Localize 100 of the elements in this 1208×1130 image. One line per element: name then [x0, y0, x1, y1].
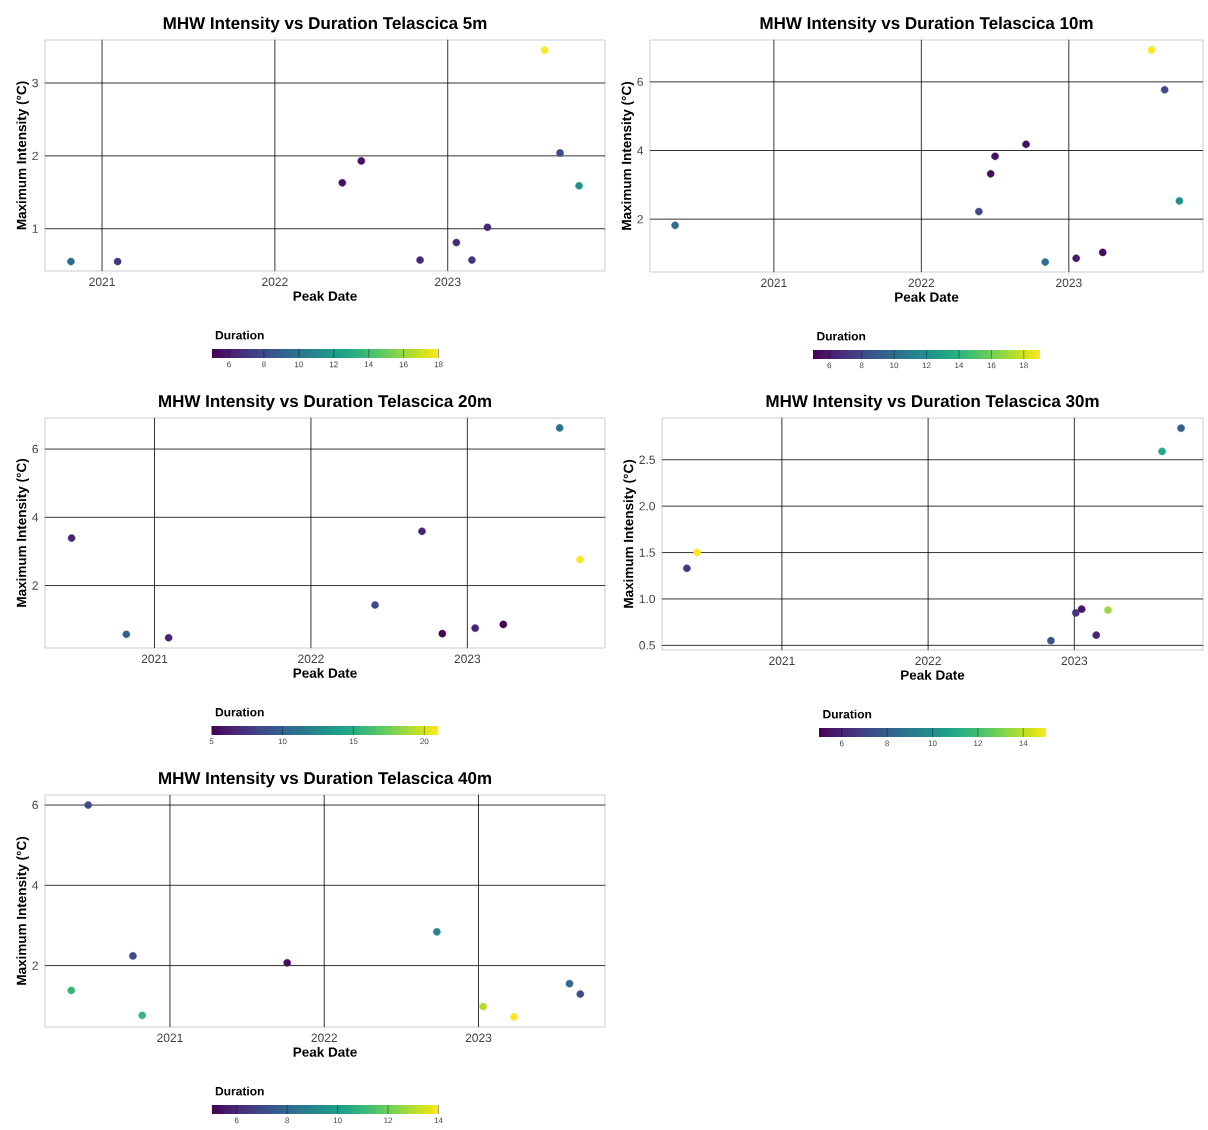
color-bar-label: 8 [262, 361, 266, 368]
y-tick-label: 6 [32, 800, 38, 810]
color-bar-label: 8 [859, 362, 864, 369]
color-bar-title: Duration [817, 331, 866, 341]
point [338, 179, 347, 187]
point [1104, 606, 1112, 614]
point [1158, 447, 1166, 456]
chart-title: MHW Intensity vs Duration Telascica 20m [159, 394, 491, 411]
x-axis-title: Peak Date [901, 669, 965, 680]
x-tick-label: 2021 [769, 656, 795, 666]
point [483, 223, 492, 232]
color-bar-title: Duration [215, 1086, 264, 1096]
point [683, 564, 691, 573]
point [1072, 609, 1080, 617]
y-tick-label: 1.0 [639, 594, 656, 604]
point [575, 181, 583, 190]
color-bar-label: 10 [928, 740, 937, 747]
point [122, 630, 131, 639]
y-tick-label: 6 [32, 444, 38, 454]
x-tick-label: 2021 [761, 278, 787, 288]
y-tick-label: 4 [637, 146, 644, 155]
point [576, 990, 585, 998]
point [1177, 424, 1185, 433]
point [1092, 631, 1101, 639]
color-bar-label: 6 [839, 740, 844, 747]
point [991, 152, 999, 161]
point [479, 1002, 487, 1011]
color-bar-label: 14 [1019, 740, 1028, 747]
color-bar-label: 6 [827, 362, 832, 369]
point [693, 548, 701, 557]
x-tick-label: 2023 [1061, 656, 1088, 666]
color-bar-title: Duration [823, 709, 872, 719]
x-tick-label: 2023 [1056, 278, 1082, 288]
point [357, 157, 366, 165]
color-bar-label: 16 [987, 362, 996, 369]
color-bar-label: 6 [234, 1117, 239, 1124]
y-tick-label: 6 [637, 77, 643, 87]
point [164, 633, 173, 642]
point [67, 986, 76, 995]
color-bar-label: 10 [333, 1117, 342, 1124]
point [438, 629, 447, 638]
y-tick-label: 1 [32, 224, 38, 233]
x-axis-title: Peak Date [293, 1046, 357, 1057]
point [555, 424, 564, 432]
y-axis-title: Maximum Intensity (°C) [16, 81, 29, 230]
point [986, 170, 995, 178]
point [67, 534, 76, 542]
point [84, 801, 92, 809]
color-bar-label: 10 [294, 361, 303, 368]
point [1077, 605, 1086, 613]
color-bar-title: Duration [215, 707, 264, 717]
color-bar-label: 14 [955, 362, 964, 369]
point [576, 555, 584, 564]
point [1047, 636, 1055, 645]
color-bar-label: 18 [1019, 362, 1028, 369]
point [433, 928, 441, 936]
y-tick-label: 0.5 [639, 641, 655, 650]
color-bar-label: 12 [922, 362, 931, 369]
y-axis-title: Maximum Intensity (°C) [16, 836, 29, 985]
y-tick-label: 2.0 [639, 501, 656, 511]
color-bar-label: 5 [209, 738, 214, 745]
color-bar-label: 12 [974, 740, 982, 747]
x-tick-label: 2022 [298, 654, 324, 664]
color-bar-label: 20 [420, 738, 429, 745]
point [1098, 248, 1107, 257]
color-bar-label: 10 [890, 362, 899, 369]
color-bar-label: 15 [349, 738, 358, 745]
x-tick-label: 2022 [262, 277, 288, 287]
y-axis-title: Maximum Intensity (°C) [623, 459, 636, 608]
y-tick-label: 2 [637, 214, 643, 224]
point [1041, 258, 1050, 266]
chart-title: MHW Intensity vs Duration Telascica 5m [163, 16, 487, 33]
point [499, 620, 508, 629]
x-tick-label: 2022 [311, 1033, 337, 1043]
x-tick-label: 2021 [157, 1033, 183, 1043]
x-tick-label: 2022 [908, 278, 935, 288]
point [283, 958, 292, 967]
point [1022, 140, 1030, 149]
point [418, 527, 426, 536]
color-bar-label: 8 [885, 740, 889, 747]
x-axis-title: Peak Date [293, 667, 357, 678]
y-tick-label: 4 [32, 513, 39, 522]
y-axis-title: Maximum Intensity (°C) [16, 458, 29, 607]
point [1072, 254, 1080, 263]
color-bar-label: 14 [434, 1117, 443, 1124]
chart-title: MHW Intensity vs Duration Telascica 40m [159, 771, 491, 788]
y-axis-title: Maximum Intensity (°C) [621, 81, 634, 230]
x-tick-label: 2021 [141, 654, 168, 664]
x-tick-label: 2023 [465, 1033, 492, 1043]
y-tick-label: 2.5 [639, 455, 655, 464]
point [471, 624, 479, 633]
color-bar-label: 6 [227, 361, 231, 368]
point [565, 979, 574, 988]
y-tick-label: 4 [32, 881, 39, 890]
point [1147, 46, 1156, 54]
point [975, 207, 983, 216]
y-tick-label: 2 [32, 151, 38, 161]
color-bar-label: 10 [278, 738, 287, 745]
chart-title: MHW Intensity vs Duration Telascica 30m [766, 394, 1099, 411]
y-tick-label: 1.5 [639, 548, 655, 557]
